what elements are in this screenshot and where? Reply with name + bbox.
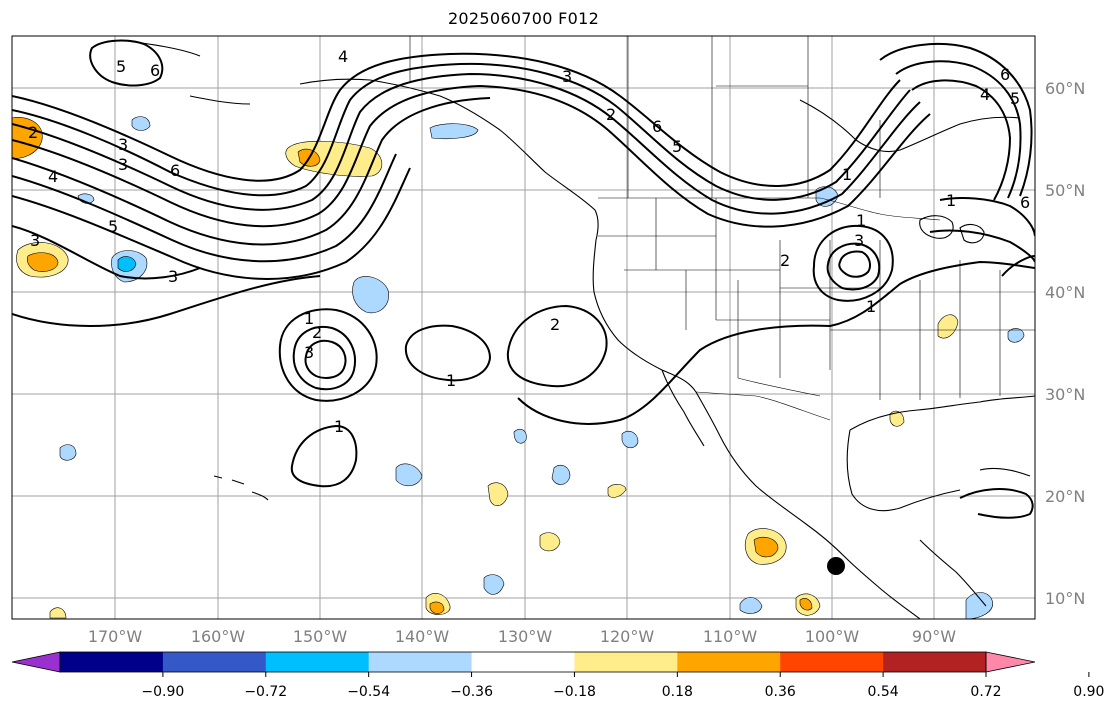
lon-label-160w: 160°W — [191, 627, 246, 646]
colorbar-cell — [265, 652, 370, 672]
colorbar-cell — [60, 652, 164, 672]
map-title: 2025060700 F012 — [447, 9, 600, 28]
contour-label-four: 4 — [48, 167, 58, 186]
longitude-labels: 170°W 160°W 150°W 140°W 130°W 120°W 110°… — [88, 627, 956, 646]
lon-label-110w: 110°W — [703, 627, 758, 646]
colorbar-tick-label: −0.18 — [553, 684, 596, 700]
location-marker — [827, 557, 845, 575]
colorbar-tick-label: −0.72 — [244, 684, 287, 700]
colorbar-tick-label: −0.54 — [347, 684, 390, 700]
contour-label-five: 5 — [116, 57, 126, 76]
lon-label-150w: 150°W — [293, 627, 348, 646]
lat-label-20n: 20°N — [1045, 487, 1085, 506]
contour-label-three: 3 — [118, 135, 128, 154]
lon-label-90w: 90°W — [912, 627, 956, 646]
contour-label-six: 6 — [652, 117, 662, 136]
colorbar-tick-label: −0.90 — [141, 684, 184, 700]
contour-label-five: 5 — [672, 137, 682, 156]
colorbar-cell — [677, 652, 781, 672]
map-frame — [11, 35, 1036, 620]
colorbar-cell — [574, 652, 678, 672]
colorbar-cell — [471, 652, 575, 672]
colorbar-cell — [883, 652, 987, 672]
lon-label-100w: 100°W — [805, 627, 860, 646]
contour-lines — [12, 39, 1035, 519]
contour-label-six: 6 — [1020, 193, 1030, 212]
lat-label-40n: 40°N — [1045, 283, 1085, 302]
contour-label-three: 3 — [304, 343, 314, 362]
colorbar-tick-label: 0.36 — [765, 684, 796, 700]
contour-label-two: 2 — [606, 105, 616, 124]
lon-label-120w: 120°W — [600, 627, 655, 646]
contour-label-one: 1 — [856, 211, 866, 230]
latitude-labels: 60°N 50°N 40°N 30°N 20°N 10°N — [1045, 79, 1085, 608]
lat-label-50n: 50°N — [1045, 181, 1085, 200]
contour-label-two: 2 — [312, 323, 322, 342]
colorbar-tick-label: 0.90 — [1073, 684, 1104, 700]
contour-label-three: 3 — [562, 67, 572, 86]
colorbar-tick-label: 0.54 — [868, 684, 899, 700]
contour-label-five: 5 — [1010, 89, 1020, 108]
colorbar-extend-low — [11, 651, 61, 673]
colorbar-tick-label: −0.36 — [450, 684, 493, 700]
contour-label-one: 1 — [446, 371, 456, 390]
lat-label-30n: 30°N — [1045, 385, 1085, 404]
contour-label-one: 1 — [946, 191, 956, 210]
contour-label-three: 3 — [168, 267, 178, 286]
contour-label-three: 3 — [30, 231, 40, 250]
contour-label-one: 1 — [866, 297, 876, 316]
contour-label-six: 6 — [150, 61, 160, 80]
colorbar-frame — [59, 651, 987, 673]
contour-label-three: 3 — [118, 155, 128, 174]
lon-label-130w: 130°W — [498, 627, 553, 646]
contour-label-four: 4 — [338, 47, 348, 66]
contour-label-one: 1 — [334, 417, 344, 436]
colorbar-cell — [780, 652, 884, 672]
anomaly-shading — [12, 116, 1025, 619]
contour-label-four: 4 — [980, 85, 990, 104]
contour-label-six: 6 — [1000, 65, 1010, 84]
colorbar-tick-label: 0.18 — [662, 684, 693, 700]
contour-label-two: 2 — [780, 251, 790, 270]
lon-label-140w: 140°W — [395, 627, 450, 646]
colorbar-cell — [162, 652, 267, 672]
coastlines — [119, 39, 1035, 619]
contour-label-six: 6 — [170, 161, 180, 180]
lat-label-10n: 10°N — [1045, 589, 1085, 608]
lat-label-60n: 60°N — [1045, 79, 1085, 98]
map-area — [12, 36, 1035, 619]
colorbar-cell — [368, 652, 473, 672]
contour-label-one: 1 — [842, 165, 852, 184]
contour-labels: 1 2 3 1 2 1 3 5 6 3 4 3 3 2 5 6 4 3 2 6 … — [28, 47, 1030, 436]
contour-label-five: 5 — [108, 217, 118, 236]
contour-label-two: 2 — [550, 315, 560, 334]
colorbar: −0.90 −0.72 −0.54 −0.36 −0.18 0.18 0.36 0.54 0.7… — [11, 651, 1104, 700]
contour-label-two: 2 — [28, 123, 38, 142]
contour-label-three: 3 — [854, 231, 864, 250]
colorbar-extend-high — [985, 651, 1036, 673]
lon-label-170w: 170°W — [88, 627, 143, 646]
colorbar-tick-label: 0.72 — [970, 684, 1001, 700]
contour-label-one: 1 — [304, 309, 314, 328]
